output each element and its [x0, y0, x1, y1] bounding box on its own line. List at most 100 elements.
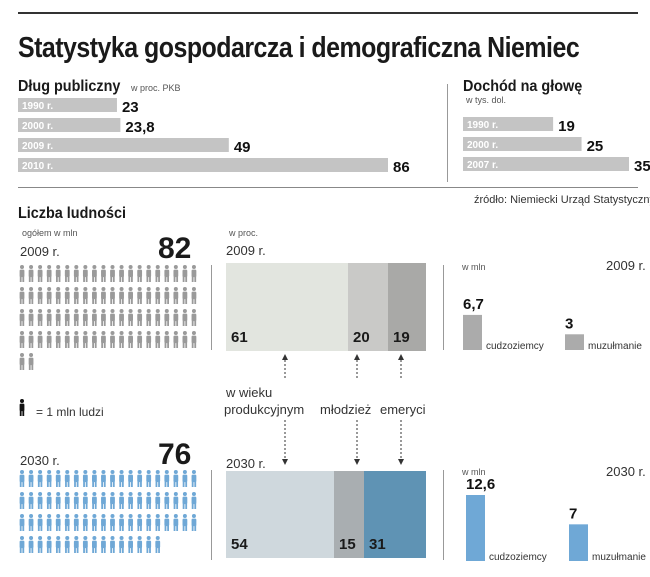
- pop-2030-person-icon: [128, 470, 133, 487]
- pop-2030-person-icon: [146, 492, 152, 509]
- pop-2009-person-icon: [73, 265, 79, 282]
- pop-2009-person-icon: [73, 287, 79, 304]
- debt-value-0: 23: [122, 99, 139, 116]
- debt-category-2: 2009 r.: [22, 141, 53, 152]
- pop-2030-person-icon: [146, 536, 152, 553]
- pop-2030-person-icon: [137, 492, 143, 509]
- pop-2030-person-icon: [146, 514, 152, 531]
- income-bar-2: [463, 157, 629, 171]
- pop-2009-person-icon: [64, 309, 70, 326]
- pop-2009-person-icon: [155, 265, 161, 282]
- pop-2009-person-icon: [128, 309, 133, 326]
- minorities-2009-value-0: 6,7: [463, 296, 484, 313]
- legend-working-age-line2: produkcyjnym: [224, 402, 305, 417]
- connector-arrowhead-down-0: [282, 459, 288, 465]
- pop-2030-person-icon: [137, 514, 143, 531]
- legend-person-icon: [19, 399, 25, 416]
- source-note: źródło: Niemiecki Urząd Statystyczny: [474, 194, 650, 206]
- pop-2009-person-icon: [101, 287, 106, 304]
- pop-2030-person-icon: [110, 492, 115, 509]
- pop-2009-person-icon: [28, 331, 34, 348]
- pop-2030-person-icon: [101, 492, 106, 509]
- structure-value-0-2: 19: [393, 329, 410, 346]
- minorities-2030-value-0: 12,6: [466, 476, 495, 493]
- connector-arrowhead-up-2: [398, 354, 404, 360]
- pop-2030-person-icon: [182, 492, 188, 509]
- pop-2030-person-icon: [37, 536, 43, 553]
- pop-2009-person-icon: [137, 287, 143, 304]
- pop-2009-person-icon: [164, 287, 170, 304]
- income-value-0: 19: [558, 118, 575, 135]
- minorities-2030-category-0: cudzoziemcy: [489, 552, 547, 563]
- pop-2009-person-icon: [110, 265, 115, 282]
- pop-2030-person-icon: [46, 514, 52, 531]
- population-year-2030: 2030 r.: [20, 453, 60, 468]
- pop-2009-person-icon: [119, 287, 124, 304]
- legend-working-age-line1: w wieku: [226, 385, 273, 400]
- pop-2009-person-icon: [146, 309, 152, 326]
- pop-2009-person-icon: [64, 265, 70, 282]
- pop-2030-person-icon: [73, 536, 79, 553]
- minorities-2009-bar-0: [463, 314, 482, 350]
- structure-bar-1-0: [226, 471, 334, 558]
- minorities-2009-bar-1: [565, 334, 584, 350]
- pop-2009-person-icon: [146, 287, 152, 304]
- pop-2030-person-icon: [191, 514, 197, 531]
- pop-2030-person-icon: [164, 514, 170, 531]
- pop-2009-person-icon: [55, 265, 61, 282]
- structure-year-2030: 2030 r.: [226, 456, 266, 471]
- pop-2030-person-icon: [37, 514, 43, 531]
- pop-2009-person-icon: [173, 331, 179, 348]
- income-value-2: 35: [634, 158, 650, 175]
- income-category-0: 1990 r.: [467, 120, 498, 131]
- income-bar-1: [463, 137, 582, 151]
- pop-2030-person-icon: [55, 536, 61, 553]
- pop-2009-person-icon: [128, 331, 133, 348]
- debt-category-3: 2010 r.: [22, 161, 53, 172]
- structure-value-1-1: 15: [339, 536, 356, 553]
- connector-arrowhead-down-1: [354, 459, 360, 465]
- structure-value-1-2: 31: [369, 536, 386, 553]
- pop-2009-person-icon: [119, 265, 124, 282]
- pop-2030-person-icon: [55, 470, 61, 487]
- income-value-1: 25: [587, 138, 604, 155]
- pop-2030-person-icon: [28, 470, 34, 487]
- pop-2009-person-icon: [119, 309, 124, 326]
- pop-2030-person-icon: [64, 470, 70, 487]
- minorities-year-2009: 2009 r.: [606, 258, 646, 273]
- minorities-2009-category-1: muzułmanie: [588, 341, 642, 352]
- pop-2030-person-icon: [28, 536, 34, 553]
- pop-2009-person-icon: [164, 265, 170, 282]
- pop-2030-person-icon: [64, 536, 70, 553]
- pop-2030-person-icon: [101, 470, 106, 487]
- pop-2030-person-icon: [28, 492, 34, 509]
- pop-2009-person-icon: [55, 309, 61, 326]
- pop-2030-person-icon: [92, 514, 97, 531]
- top-rule: [18, 12, 638, 14]
- pop-2030-person-icon: [191, 470, 197, 487]
- pop-2009-person-icon: [37, 331, 43, 348]
- pop-2009-person-icon: [101, 265, 106, 282]
- pop-2009-person-icon: [128, 287, 133, 304]
- pop-2030-person-icon: [164, 470, 170, 487]
- structure-subtitle: w proc.: [229, 228, 259, 238]
- connector-arrowhead-up-0: [282, 354, 288, 360]
- income-category-1: 2000 r.: [467, 140, 498, 151]
- pop-2030-person-icon: [128, 492, 133, 509]
- structure-bar-0-0: [226, 263, 348, 351]
- pop-2009-person-icon: [101, 309, 106, 326]
- minorities-2009-value-1: 3: [565, 315, 573, 332]
- structure-bar-1-1: [334, 471, 364, 558]
- debt-bar-0: [18, 98, 117, 112]
- pop-2009-person-icon: [28, 353, 34, 370]
- debt-title: Dług publiczny: [18, 78, 121, 95]
- pop-2009-person-icon: [137, 309, 143, 326]
- divider-left-bottom: [211, 470, 212, 560]
- pop-2009-person-icon: [182, 309, 188, 326]
- minorities-subtitle-2009: w mln: [462, 262, 486, 272]
- pop-2030-person-icon: [82, 536, 88, 553]
- pop-2030-person-icon: [64, 514, 70, 531]
- pop-2009-person-icon: [155, 287, 161, 304]
- pop-2030-person-icon: [82, 514, 88, 531]
- pop-2030-person-icon: [110, 514, 115, 531]
